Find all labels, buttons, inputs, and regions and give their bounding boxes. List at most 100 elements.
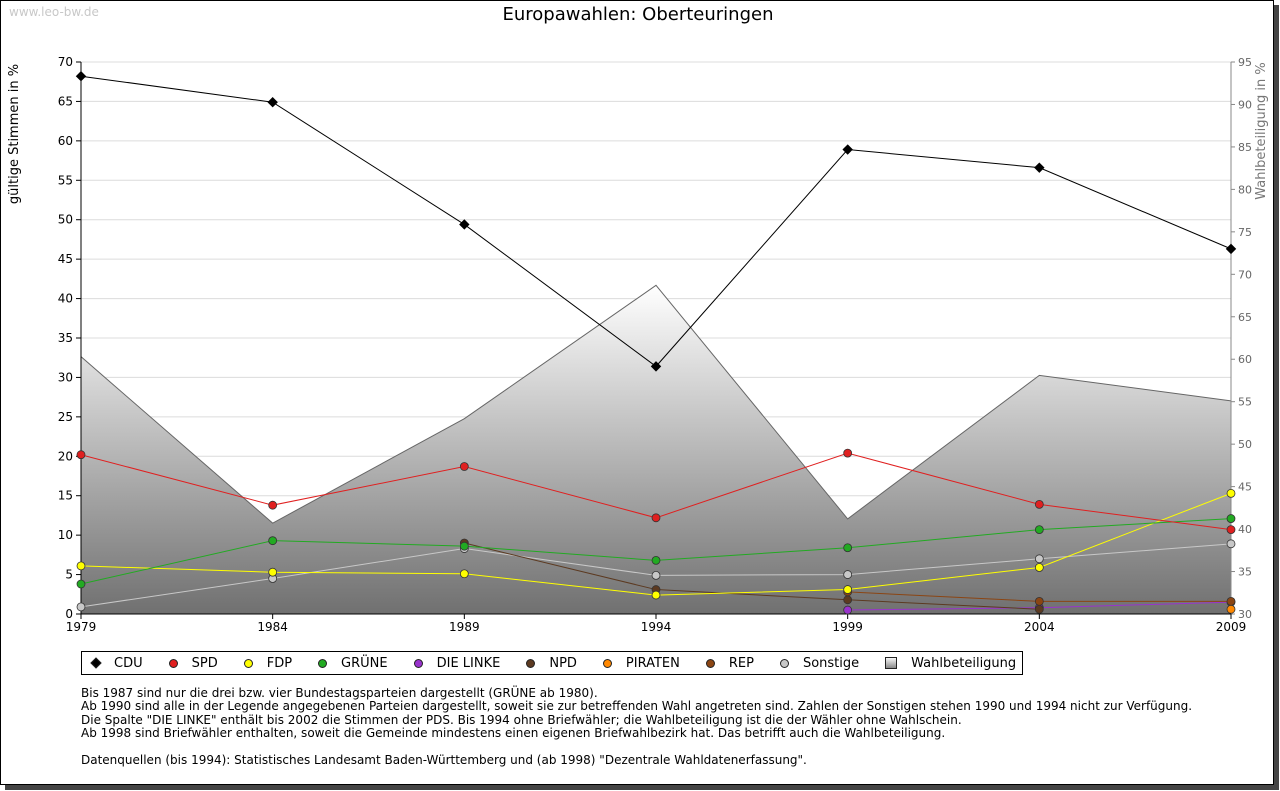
legend-label: CDU	[114, 655, 143, 671]
turnout-area-line	[80, 284, 1232, 524]
y2-axis-title: Wahlbeteiligung in %	[1254, 62, 1269, 199]
y-axis-title: gültige Stimmen in %	[7, 64, 22, 204]
legend-label: NPD	[549, 655, 577, 671]
data-point-fdp	[843, 585, 853, 594]
data-point-npd	[1034, 604, 1044, 614]
x-tick-label: 2004	[1024, 620, 1055, 634]
y-tick-label: 15	[58, 489, 73, 503]
legend-item-rep: REP	[700, 656, 754, 671]
x-tick-label: 1999	[832, 620, 863, 634]
data-point-fdp	[459, 569, 469, 579]
legend-swatch	[885, 657, 898, 669]
data-point-rep	[1226, 596, 1236, 606]
y-tick-label: 10	[58, 528, 73, 542]
legend-item-sonstige: Sonstige	[774, 656, 859, 671]
legend-label: SPD	[191, 655, 218, 671]
legend-item-spd: SPD	[163, 656, 218, 671]
legend-label: Sonstige	[802, 655, 860, 671]
series-line-npd	[464, 542, 1040, 610]
data-point-cdu	[650, 361, 662, 372]
legend-swatch	[168, 658, 178, 668]
chart-notes: Bis 1987 sind nur die drei bzw. vier Bun…	[81, 686, 1193, 767]
data-point-sonstige	[1226, 539, 1236, 549]
legend-swatch	[318, 658, 328, 668]
turnout-area-fill	[81, 285, 1231, 614]
data-point-gr-ne	[843, 543, 853, 553]
legend-item-npd: NPD	[520, 656, 577, 671]
y-tick-label: 60	[58, 134, 73, 148]
data-point-spd	[651, 513, 661, 523]
axes: 0 5 10 15 20 25 30 35 40 45 50 55 60 65 70 30 35 40 45 50 55…	[58, 55, 1252, 634]
data-point-fdp	[76, 561, 86, 571]
legend-label: Wahlbeteiligung	[911, 655, 1017, 671]
data-point-gr-ne	[459, 541, 469, 551]
y-tick-label: 5	[65, 568, 73, 582]
y-tick-label: 30	[58, 370, 73, 384]
data-point-spd	[1034, 499, 1044, 509]
legend-swatch	[705, 658, 715, 668]
data-point-cdu	[267, 97, 278, 108]
data-point-piraten	[1226, 604, 1236, 614]
y-tick-label: 65	[58, 94, 73, 108]
y-tick-label: 0	[65, 607, 73, 621]
data-point-sonstige	[843, 570, 853, 579]
data-point-cdu	[1034, 162, 1045, 173]
data-point-spd	[268, 500, 278, 510]
x-tick-label: 1994	[641, 620, 672, 634]
legend-swatch	[90, 657, 102, 669]
series-spd	[76, 448, 1236, 535]
legend-item-piraten: PIRATEN	[597, 656, 680, 671]
legend-swatch	[413, 658, 423, 668]
x-tick-label: 1979	[66, 620, 97, 634]
data-point-spd	[459, 462, 469, 471]
chart-legend: CDU SPD FDP GRÜNE DIE LINKE NPD PIRATEN REP Sons…	[81, 651, 1024, 675]
y2-tick-label: 90	[1238, 98, 1252, 111]
y2-tick-label: 70	[1238, 268, 1252, 281]
turnout-area	[80, 284, 1232, 614]
legend-label: GRÜNE	[341, 655, 388, 671]
data-point-sonstige	[76, 602, 86, 612]
legend-swatch	[779, 658, 789, 668]
y-tick-label: 50	[58, 213, 73, 227]
y-tick-label: 45	[58, 252, 73, 266]
data-point-spd	[76, 450, 86, 460]
data-point-npd	[843, 595, 853, 605]
data-point-fdp	[268, 567, 278, 577]
y-tick-label: 25	[58, 410, 73, 424]
note-line: Die Spalte "DIE LINKE" enthält bis 2002 …	[81, 712, 962, 727]
series-piraten	[1226, 604, 1236, 614]
y2-tick-label: 40	[1238, 523, 1252, 536]
legend-swatch	[243, 658, 253, 668]
series-lines	[75, 70, 1237, 615]
legend-item-fdp: FDP	[238, 656, 292, 671]
y-tick-label: 40	[58, 292, 73, 306]
y2-tick-label: 95	[1238, 56, 1252, 69]
chart-title: Europawahlen: Oberteuringen	[502, 4, 774, 25]
data-point-die-linke	[843, 605, 853, 615]
note-line: Ab 1990 sind alle in der Legende angegeb…	[81, 699, 1193, 714]
data-point-cdu	[1225, 243, 1237, 255]
y2-tick-label: 50	[1238, 438, 1252, 451]
data-point-rep	[1034, 596, 1044, 606]
legend-label: REP	[728, 655, 754, 671]
data-point-cdu	[75, 70, 87, 82]
data-point-fdp	[651, 590, 661, 600]
data-point-gr-ne	[268, 536, 278, 546]
source-line: Datenquellen (bis 1994): Statistisches L…	[81, 752, 807, 767]
legend-item-gr-ne: GRÜNE	[312, 656, 388, 671]
legend-swatch	[526, 658, 536, 668]
series-gr-ne	[76, 514, 1236, 589]
y2-tick-label: 75	[1238, 226, 1252, 239]
y-tick-label: 35	[58, 331, 73, 345]
data-point-spd	[1226, 525, 1236, 535]
data-point-spd	[843, 448, 853, 458]
x-tick-label: 1989	[449, 620, 480, 634]
data-point-fdp	[1226, 488, 1236, 498]
data-point-fdp	[1034, 563, 1044, 572]
y2-tick-label: 55	[1238, 396, 1252, 409]
y2-tick-label: 85	[1238, 141, 1252, 154]
y2-tick-label: 45	[1238, 481, 1252, 494]
legend-item-cdu: CDU	[86, 656, 143, 671]
legend-label: FDP	[266, 655, 293, 671]
